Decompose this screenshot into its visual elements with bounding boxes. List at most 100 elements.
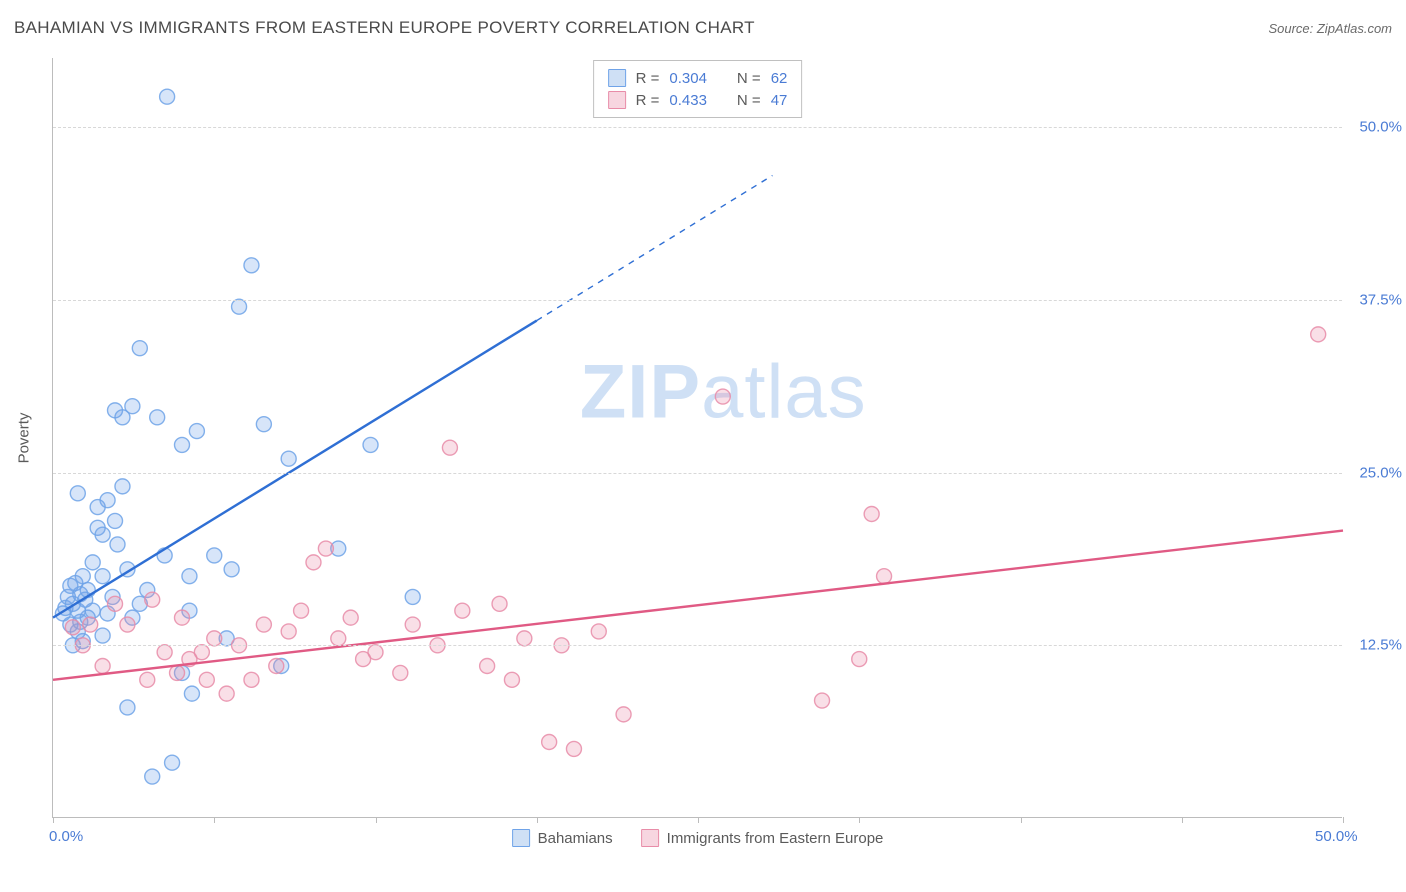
data-point-immigrants [170,665,185,680]
data-point-bahamians [110,537,125,552]
chart-title: BAHAMIAN VS IMMIGRANTS FROM EASTERN EURO… [14,18,755,38]
x-tick [376,817,377,823]
data-point-bahamians [70,486,85,501]
x-tick-label: 50.0% [1315,828,1358,845]
legend-label-immigrants: Immigrants from Eastern Europe [667,830,884,847]
data-point-bahamians [100,493,115,508]
data-point-immigrants [194,645,209,660]
data-point-immigrants [517,631,532,646]
data-point-immigrants [219,686,234,701]
data-point-immigrants [145,592,160,607]
data-point-bahamians [175,437,190,452]
data-point-bahamians [224,562,239,577]
scatter-plot-area: ZIPatlas R = 0.304 N = 62 R = 0.433 N = … [52,58,1342,818]
stats-swatch-bahamians [608,69,626,87]
data-point-immigrants [83,617,98,632]
n-label: N = [737,70,761,87]
x-tick-label: 0.0% [49,828,83,845]
data-point-immigrants [616,707,631,722]
data-point-immigrants [1311,327,1326,342]
y-tick-label: 25.0% [1347,464,1402,481]
x-tick [214,817,215,823]
stats-swatch-immigrants [608,91,626,109]
n-label: N = [737,92,761,109]
data-point-bahamians [150,410,165,425]
data-point-bahamians [120,700,135,715]
data-point-immigrants [256,617,271,632]
stats-row-bahamians: R = 0.304 N = 62 [608,67,788,89]
r-value-immigrants: 0.433 [669,92,707,109]
x-tick [859,817,860,823]
data-point-bahamians [75,569,90,584]
data-point-immigrants [442,440,457,455]
trend-line-bahamians [53,321,537,618]
r-value-bahamians: 0.304 [669,70,707,87]
gridline-h [53,300,1342,301]
data-point-bahamians [95,569,110,584]
data-point-immigrants [281,624,296,639]
source-attribution: Source: ZipAtlas.com [1268,21,1392,36]
trend-line-dash-bahamians [537,175,773,320]
data-point-immigrants [715,389,730,404]
x-tick [1182,817,1183,823]
data-point-immigrants [199,672,214,687]
x-tick [1343,817,1344,823]
data-point-bahamians [182,569,197,584]
data-point-immigrants [65,620,80,635]
data-point-immigrants [815,693,830,708]
data-point-immigrants [405,617,420,632]
data-point-immigrants [95,659,110,674]
data-point-immigrants [504,672,519,687]
y-tick-label: 50.0% [1347,119,1402,136]
data-point-immigrants [591,624,606,639]
legend-swatch-bahamians [512,829,530,847]
data-point-bahamians [108,513,123,528]
data-point-bahamians [125,399,140,414]
data-point-immigrants [207,631,222,646]
data-point-bahamians [115,479,130,494]
data-point-bahamians [232,299,247,314]
data-point-bahamians [95,628,110,643]
data-point-immigrants [157,645,172,660]
data-point-bahamians [95,527,110,542]
x-tick [698,817,699,823]
r-label: R = [636,92,660,109]
trend-line-immigrants [53,531,1343,680]
data-point-immigrants [877,569,892,584]
data-point-bahamians [256,417,271,432]
data-point-immigrants [140,672,155,687]
gridline-h [53,127,1342,128]
data-point-bahamians [189,424,204,439]
data-point-immigrants [108,596,123,611]
x-tick [53,817,54,823]
data-point-immigrants [343,610,358,625]
data-point-bahamians [207,548,222,563]
legend-swatch-immigrants [641,829,659,847]
legend-item-bahamians: Bahamians [512,829,613,847]
data-point-immigrants [269,659,284,674]
data-point-immigrants [480,659,495,674]
data-point-bahamians [85,603,100,618]
data-point-immigrants [864,507,879,522]
chart-svg [53,58,1342,817]
data-point-bahamians [405,589,420,604]
correlation-stats-box: R = 0.304 N = 62 R = 0.433 N = 47 [593,60,803,118]
data-point-immigrants [566,741,581,756]
data-point-immigrants [244,672,259,687]
data-point-bahamians [85,555,100,570]
x-tick [1021,817,1022,823]
data-point-bahamians [160,89,175,104]
n-value-immigrants: 47 [771,92,788,109]
gridline-h [53,645,1342,646]
data-point-immigrants [393,665,408,680]
data-point-bahamians [145,769,160,784]
data-point-bahamians [363,437,378,452]
y-tick-label: 37.5% [1347,291,1402,308]
data-point-bahamians [165,755,180,770]
data-point-immigrants [120,617,135,632]
data-point-immigrants [331,631,346,646]
n-value-bahamians: 62 [771,70,788,87]
legend-label-bahamians: Bahamians [538,830,613,847]
y-axis-label: Poverty [16,413,33,464]
data-point-immigrants [318,541,333,556]
